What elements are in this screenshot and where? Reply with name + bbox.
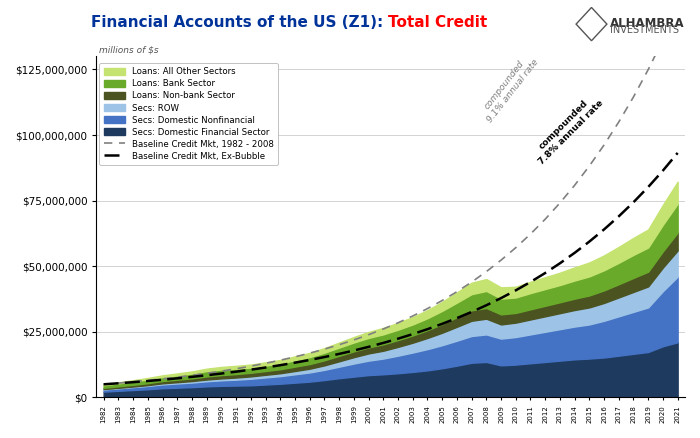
Text: compounded
7.8% annual rate: compounded 7.8% annual rate [529, 91, 605, 166]
Legend: Loans: All Other Sectors, Loans: Bank Sector, Loans: Non-bank Sector, Secs: ROW,: Loans: All Other Sectors, Loans: Bank Se… [99, 63, 278, 165]
Text: ALHAMBRA: ALHAMBRA [610, 17, 685, 30]
Text: compounded
9.1% annual rate: compounded 9.1% annual rate [477, 51, 540, 124]
Text: Financial Accounts of the US (Z1):: Financial Accounts of the US (Z1): [91, 15, 389, 30]
Text: millions of $s: millions of $s [99, 46, 159, 55]
Text: Total Credit: Total Credit [389, 15, 488, 30]
Text: INVESTMENTS: INVESTMENTS [610, 25, 680, 35]
